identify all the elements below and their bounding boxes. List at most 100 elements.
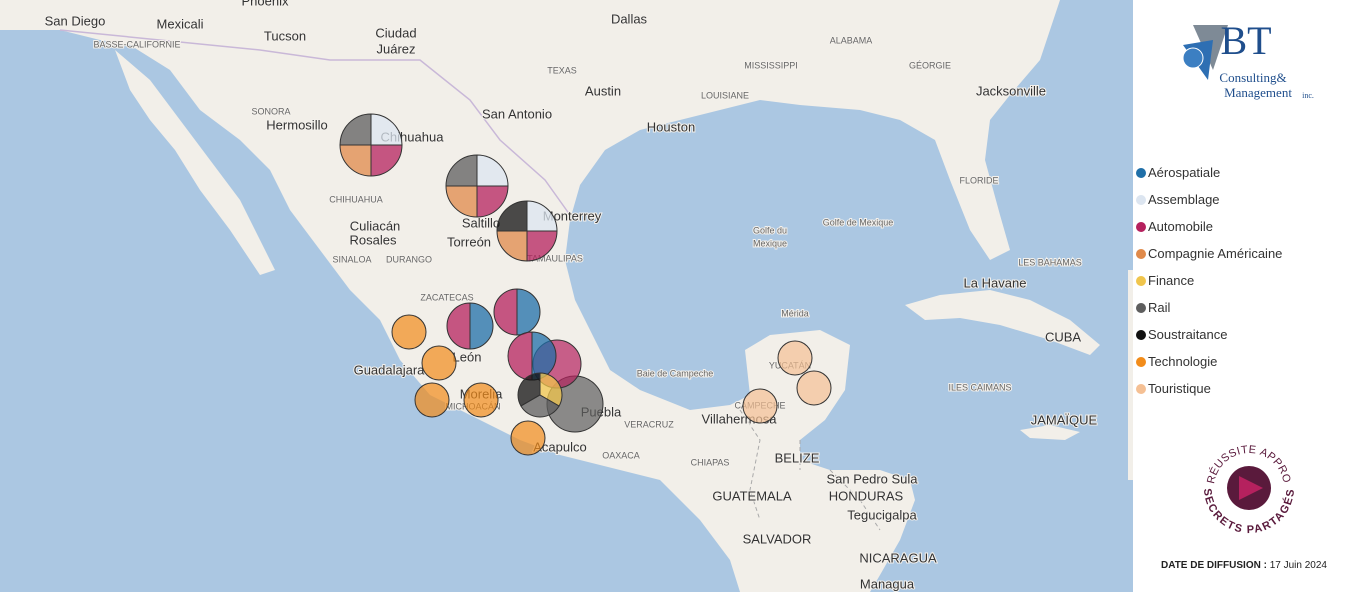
legend-label: Compagnie Américaine (1148, 246, 1283, 261)
place-label: Ciudad (375, 25, 416, 40)
side-panel: BT Consulting& Management inc. RÉUSSITE … (1133, 0, 1352, 592)
footer-label: DATE DE DIFFUSION : (1161, 560, 1267, 571)
legend-item[interactable]: Technologie (1136, 354, 1217, 369)
legend-label: Soustraitance (1148, 327, 1228, 342)
place-label: Baie de Campeche (637, 368, 714, 378)
place-label: Tucson (264, 28, 306, 43)
place-label: Mexicali (157, 16, 204, 31)
pie-marker (517, 372, 563, 418)
legend-swatch (1136, 302, 1146, 313)
pie-slice (370, 113, 403, 146)
legend-swatch (1136, 194, 1146, 205)
place-label: Tegucigalpa (847, 507, 917, 522)
place-label: Mexique (753, 238, 787, 248)
place-label: VERACRUZ (624, 419, 674, 429)
place-label: Saltillo (462, 215, 500, 230)
place-label: Jacksonville (976, 83, 1046, 98)
pie-slice (526, 230, 558, 262)
place-label: Acapulco (533, 439, 586, 454)
legend-item[interactable]: Automobile (1136, 219, 1213, 234)
pie-slice (339, 144, 372, 177)
pie-slice (463, 382, 499, 418)
legend-item[interactable]: Soustraitance (1136, 327, 1228, 342)
legend-item[interactable]: Compagnie Américaine (1136, 246, 1282, 261)
pie-slice (517, 372, 541, 407)
logo-suffix: inc. (1302, 91, 1314, 100)
place-label: SALVADOR (743, 531, 812, 546)
legend-item[interactable]: Aérospatiale (1136, 165, 1220, 180)
pie-marker (463, 382, 499, 418)
place-label: Mérida (781, 308, 809, 318)
legend-item[interactable]: Finance (1136, 273, 1194, 288)
logo-line1: Consulting& (1219, 70, 1286, 85)
place-label: LOUISIANE (701, 90, 749, 100)
place-label: HONDURAS (829, 488, 904, 503)
legend-item[interactable]: Assemblage (1136, 192, 1220, 207)
legend-swatch (1136, 329, 1146, 340)
legend-swatch (1136, 221, 1146, 232)
logo: BT Consulting& Management inc. (1182, 18, 1314, 100)
logo-initials: BT (1220, 18, 1271, 63)
pie-marker (507, 331, 557, 381)
pie-marker (414, 382, 450, 418)
place-label: Culiacán (350, 218, 401, 233)
place-label: Rosales (350, 232, 397, 247)
place-label: ILES CAIMANS (948, 382, 1011, 392)
place-label: CUBA (1045, 329, 1081, 344)
legend-label: Technologie (1148, 354, 1218, 369)
place-label: OAXACA (602, 450, 640, 460)
place-label: Juárez (376, 41, 415, 56)
place-label: Dallas (611, 11, 648, 26)
legend-label: Rail (1148, 300, 1171, 315)
legend-swatch (1136, 167, 1146, 178)
place-label: CHIHUAHUA (329, 194, 383, 204)
legend-label: Finance (1148, 273, 1195, 288)
legend-item[interactable]: Touristique (1136, 381, 1211, 396)
legend-item[interactable]: Rail (1136, 300, 1170, 315)
pie-marker (421, 345, 457, 381)
pie-slice (469, 302, 494, 350)
place-label: GÉORGIE (909, 60, 951, 70)
pie-marker (777, 340, 813, 376)
pie-slice (414, 382, 450, 418)
legend-label: Assemblage (1148, 192, 1220, 207)
pie-slice (777, 340, 813, 376)
place-label: Hermosillo (266, 117, 327, 132)
pie-marker (510, 420, 546, 456)
pie-marker (496, 200, 558, 262)
pie-slice (391, 314, 427, 350)
pie-slice (476, 154, 509, 187)
legend-swatch (1136, 248, 1146, 259)
place-label: FLORIDE (959, 175, 998, 185)
pie-slice (742, 388, 778, 424)
place-label: ALABAMA (830, 35, 873, 45)
legend-label: Aérospatiale (1148, 165, 1221, 180)
place-label: San Diego (45, 13, 106, 28)
place-label: Austin (585, 83, 621, 98)
place-label: Golfe de Mexique (823, 217, 894, 227)
place-label: Monterrey (543, 208, 602, 223)
pie-slice (526, 200, 558, 232)
pie-marker (493, 288, 541, 336)
pie-marker (445, 154, 509, 218)
pie-marker (391, 314, 427, 350)
legend-swatch (1136, 383, 1146, 394)
badge: RÉUSSITE APPRO SECRETS PARTAGÉS (1201, 444, 1296, 536)
pie-slice (496, 200, 528, 232)
place-label: JAMAÏQUE (1031, 412, 1098, 427)
footer: DATE DE DIFFUSION : 17 Juin 2024 (1161, 560, 1327, 571)
place-label: TEXAS (547, 65, 577, 75)
pie-slice (370, 144, 403, 177)
pie-slice (445, 185, 478, 218)
legend-swatch (1136, 356, 1146, 367)
place-label: BELIZE (775, 450, 820, 465)
place-label: La Havane (964, 275, 1027, 290)
place-label: SONORA (251, 106, 290, 116)
pie-slice (796, 370, 832, 406)
place-label: MISSISSIPPI (744, 60, 798, 70)
place-label: CHIAPAS (691, 457, 730, 467)
place-label: Golfe du (753, 225, 787, 235)
place-label: BASSE-CALIFORNIE (93, 39, 180, 49)
